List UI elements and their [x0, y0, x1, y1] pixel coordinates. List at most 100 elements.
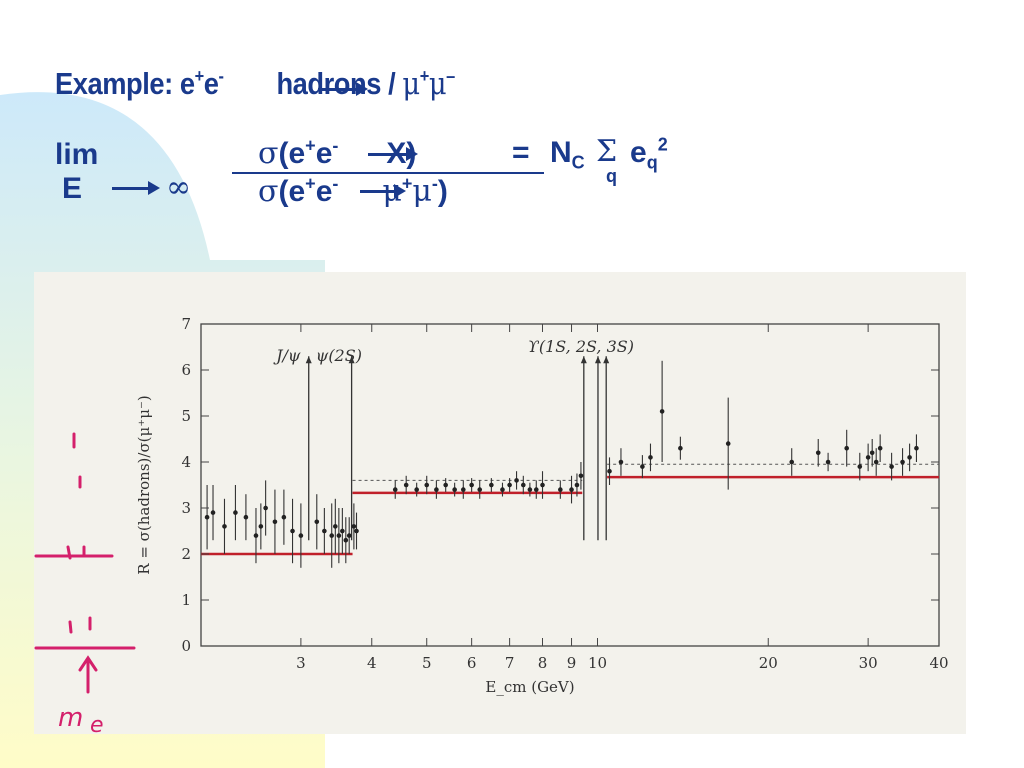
data-point: [521, 482, 526, 488]
data-point: [322, 528, 327, 534]
data-point: [298, 533, 304, 538]
data-point: [336, 533, 342, 538]
handwritten-subscript: e: [90, 713, 104, 734]
data-point: [263, 505, 268, 511]
color-factor: NC: [550, 136, 585, 173]
x-tick-label: 20: [759, 654, 778, 672]
data-point: [527, 487, 533, 492]
data-point: [857, 464, 863, 469]
x-tick-label: 40: [929, 654, 948, 672]
x-tick-label: 10: [588, 654, 607, 672]
data-point: [578, 473, 584, 479]
y-axis-label: R = σ(hadrons)/σ(μ⁺μ⁻): [135, 395, 153, 574]
data-point: [865, 455, 871, 460]
data-point: [640, 464, 645, 469]
data-point: [789, 459, 795, 465]
data-point: [272, 519, 278, 525]
limit-variable: E: [62, 172, 83, 205]
y-tick-label: 7: [181, 315, 191, 333]
fraction-line: [232, 172, 544, 174]
data-point: [443, 482, 448, 488]
y-tick-label: 5: [181, 407, 191, 425]
data-point: [659, 409, 665, 414]
data-point: [900, 459, 905, 465]
x-tick-label: 8: [538, 654, 548, 672]
data-point: [243, 514, 249, 520]
data-point: [351, 524, 357, 529]
y-tick-label: 6: [181, 361, 191, 379]
data-point: [392, 487, 398, 492]
resonance-label: ψ(2S): [316, 346, 362, 365]
x-tick-label: 4: [367, 654, 377, 672]
resonance-label: J/ψ: [273, 346, 301, 365]
data-point: [222, 524, 227, 529]
data-point: [844, 445, 849, 451]
data-point: [514, 478, 519, 483]
numerator-arrow-icon: [368, 147, 418, 161]
data-point: [607, 468, 612, 474]
resonance-arrowhead: [603, 356, 610, 364]
r-ratio-figure: 0 1 2 3 4 5 6 7 3 4 5 6 7 8 9 10 20 30 40 E_cm (GeV) R = σ(h…: [34, 272, 966, 734]
data-point: [329, 533, 335, 538]
data-point: [815, 450, 821, 456]
data-point: [258, 524, 264, 529]
x-axis-label: E_cm (GeV): [485, 678, 574, 696]
data-point: [253, 533, 259, 538]
data-point: [469, 482, 474, 488]
data-point: [346, 533, 352, 538]
data-point: [873, 459, 879, 465]
equals-sign: =: [512, 136, 530, 169]
data-point: [424, 482, 430, 488]
resonance-arrowhead: [348, 356, 355, 364]
data-point: [500, 487, 505, 492]
title-arrow: [318, 82, 368, 96]
data-point: [574, 482, 580, 488]
data-point: [648, 455, 653, 460]
denominator: σ(e+e-μ+μ-): [258, 173, 448, 209]
data-point: [314, 519, 320, 525]
data-point: [618, 459, 624, 465]
data-point: [290, 528, 295, 534]
handwritten-mark: [68, 620, 73, 634]
limit-label: lim: [55, 138, 99, 171]
data-point: [489, 482, 494, 488]
x-tick-label: 6: [467, 654, 477, 672]
x-tick-label: 30: [859, 654, 878, 672]
data-point: [725, 441, 731, 446]
limit-arrow-icon: [112, 181, 160, 195]
data-point: [825, 459, 831, 465]
y-tick-label: 0: [181, 637, 191, 655]
handwritten-label: m: [58, 703, 83, 733]
limit-infinity: ∞: [166, 170, 191, 205]
data-point: [233, 510, 238, 515]
data-point: [434, 487, 439, 492]
data-point: [460, 487, 466, 492]
x-tick-label: 9: [567, 654, 577, 672]
data-point: [533, 487, 539, 492]
y-tick-label: 3: [181, 499, 191, 517]
data-point: [540, 482, 545, 488]
r-ratio-chart: 0 1 2 3 4 5 6 7 3 4 5 6 7 8 9 10 20 30 40 E_cm (GeV) R = σ(h…: [34, 315, 949, 734]
data-point: [869, 450, 875, 456]
denominator-arrow-icon: [360, 184, 406, 198]
data-point: [354, 528, 359, 534]
data-point: [558, 487, 563, 492]
data-point: [477, 487, 483, 492]
data-point: [343, 537, 349, 543]
data-point: [403, 482, 409, 488]
data-point: [333, 524, 338, 529]
data-point: [914, 445, 919, 451]
data-point: [210, 510, 216, 515]
x-tick-label: 5: [422, 654, 432, 672]
data-point: [340, 528, 345, 534]
y-tick-label: 4: [181, 453, 191, 471]
x-tick-label: 7: [505, 654, 515, 672]
data-point: [907, 455, 912, 460]
data-point: [678, 445, 683, 451]
data-point: [204, 514, 210, 520]
data-point: [414, 487, 419, 492]
sum-index: q: [606, 166, 617, 186]
y-tick-label: 1: [181, 591, 191, 609]
resonance-label: ϒ(1S, 2S, 3S): [528, 337, 634, 356]
y-tick-label: 2: [181, 545, 191, 563]
